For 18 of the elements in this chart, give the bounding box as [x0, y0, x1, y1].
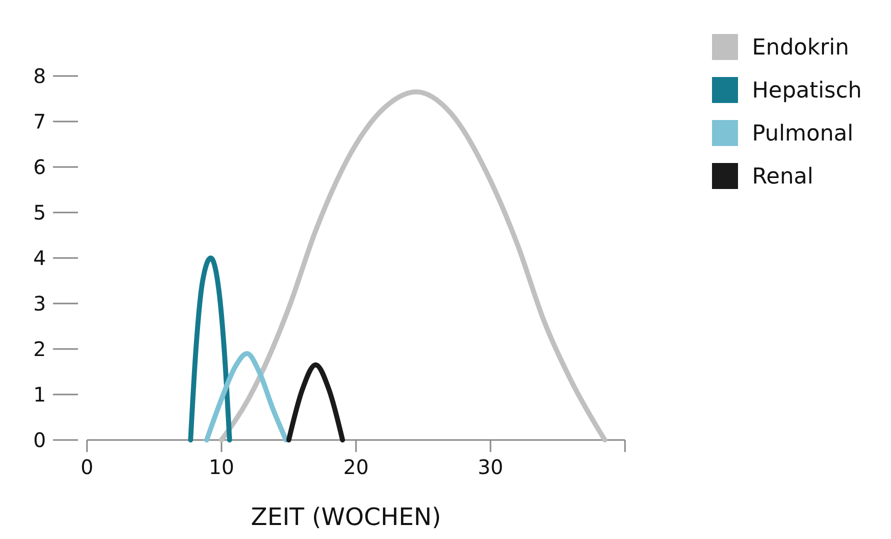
y-tick-label: 1: [33, 382, 46, 406]
y-tick-label: 0: [33, 428, 46, 452]
y-tick-label: 4: [33, 246, 46, 270]
legend-label: Endokrin: [752, 36, 850, 61]
x-axis-title: ZEIT (WOCHEN): [250, 503, 442, 531]
y-tick-label: 6: [33, 155, 46, 179]
legend-label: Hepatisch: [752, 78, 862, 104]
y-tick-label: 5: [33, 200, 46, 224]
x-tick-label: 10: [208, 455, 234, 479]
y-tick-label: 2: [33, 337, 46, 361]
legend-label: Renal: [752, 164, 814, 190]
x-tick-label: 30: [478, 455, 504, 479]
legend-label: Pulmonal: [752, 122, 854, 147]
x-tick-label: 20: [343, 455, 369, 479]
y-tick-label: 8: [33, 64, 46, 88]
y-tick-label: 7: [33, 110, 46, 134]
y-tick-label: 3: [33, 292, 46, 316]
x-tick-label: 0: [80, 455, 94, 479]
